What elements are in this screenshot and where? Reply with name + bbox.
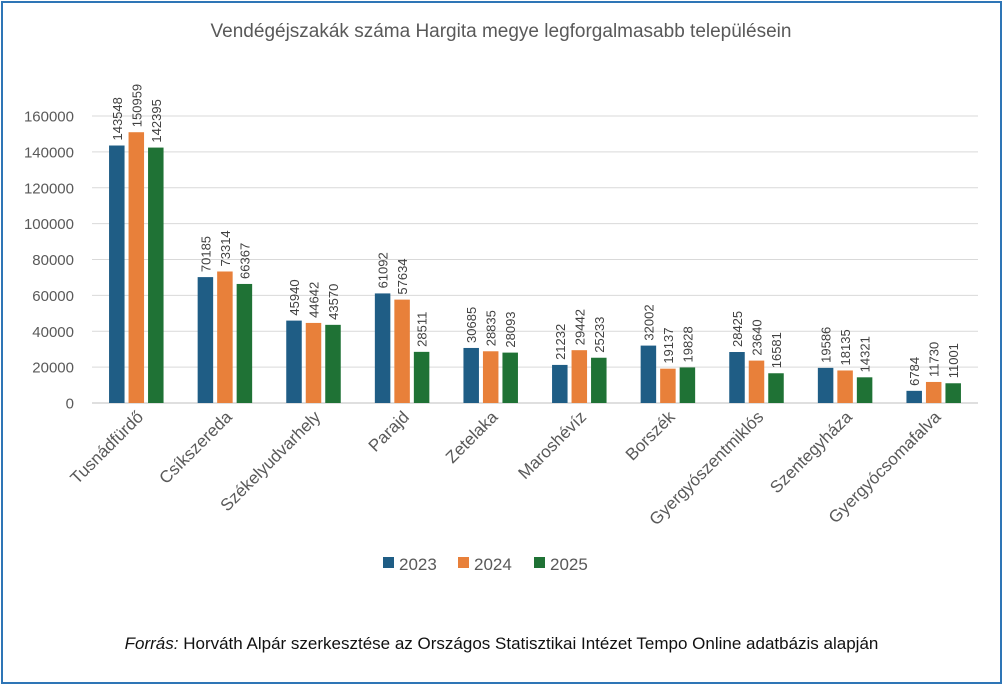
source-prefix: Forrás:: [124, 634, 179, 653]
data-label: 11730: [927, 342, 942, 377]
data-label: 28425: [730, 311, 745, 347]
data-label: 28511: [415, 312, 430, 347]
bar: [729, 352, 745, 403]
data-label: 19586: [819, 327, 834, 363]
y-tick-label: 0: [66, 396, 74, 413]
data-label: 28835: [484, 310, 499, 346]
x-category-label: Borszék: [622, 407, 679, 464]
bar: [640, 345, 657, 403]
data-label: 19828: [680, 326, 695, 362]
bar: [197, 277, 214, 403]
data-label: 143548: [110, 97, 125, 140]
bar: [552, 364, 568, 403]
bar: [945, 383, 961, 403]
y-axis: 0 20000 40000 60000 80000 100000 120000 140000 1…: [24, 109, 74, 413]
data-label: 18135: [838, 329, 853, 365]
bar: [925, 381, 942, 403]
y-tick-label: 120000: [24, 180, 74, 197]
legend-swatch: [458, 557, 469, 568]
bar: [217, 271, 233, 403]
x-category-label: Parajd: [365, 407, 413, 455]
data-label: 6784: [907, 357, 922, 386]
bar: [286, 320, 302, 403]
bar-chart: Vendégéjszakák száma Hargita megye legfo…: [24, 21, 978, 574]
y-tick-label: 60000: [32, 288, 74, 305]
legend-swatch: [534, 557, 545, 568]
bar: [906, 390, 922, 403]
bar: [856, 377, 873, 403]
bar: [591, 357, 607, 403]
data-label: 43570: [326, 284, 341, 320]
x-category-label: Csíkszereda: [155, 407, 236, 488]
x-category-label: Maroshévíz: [515, 407, 591, 483]
y-tick-label: 20000: [32, 360, 74, 377]
y-tick-label: 80000: [32, 252, 74, 269]
data-label: 29442: [572, 309, 587, 345]
data-label: 70185: [198, 236, 213, 272]
data-label: 16581: [769, 332, 784, 368]
y-tick-label: 160000: [24, 109, 74, 126]
bar: [236, 283, 253, 403]
x-category-label: Zetelaka: [442, 407, 502, 467]
data-label: 30685: [464, 307, 479, 343]
source-note: Forrás: Horváth Alpár szerkesztése az Or…: [0, 634, 1003, 654]
data-label: 32002: [641, 304, 656, 340]
bars: 143548 150959 142395 70185 73314 66367 45940 44…: [109, 84, 961, 404]
data-label: 19137: [661, 328, 676, 364]
bar: [482, 351, 499, 403]
data-label: 66367: [237, 243, 252, 279]
y-tick-label: 100000: [24, 216, 74, 233]
chart-title: Vendégéjszakák száma Hargita megye legfo…: [211, 21, 792, 42]
data-label: 28093: [503, 311, 518, 347]
bar: [768, 373, 784, 403]
bar: [817, 367, 834, 403]
legend-label: 2025: [550, 555, 588, 574]
bar: [837, 370, 853, 403]
data-label: 150959: [129, 84, 144, 127]
data-label: 57634: [395, 258, 410, 294]
data-label: 45940: [287, 279, 302, 315]
data-label: 25233: [592, 317, 607, 353]
legend-label: 2023: [399, 555, 437, 574]
y-tick-label: 40000: [32, 324, 74, 341]
bar: [502, 352, 518, 403]
bar: [413, 351, 430, 403]
legend-swatch: [383, 557, 394, 568]
bar: [305, 322, 322, 403]
data-label: 61092: [376, 252, 391, 288]
x-category-label: Szentegyháza: [766, 407, 856, 497]
bar: [748, 360, 765, 403]
bar: [394, 299, 410, 403]
source-text: Horváth Alpár szerkesztése az Országos S…: [178, 634, 879, 653]
data-label: 73314: [218, 230, 233, 266]
bar: [463, 347, 479, 403]
legend: 2023 2024 2025: [383, 555, 588, 574]
data-label: 14321: [858, 336, 873, 372]
legend-label: 2024: [474, 555, 512, 574]
data-label: 23640: [750, 319, 765, 355]
data-label: 21232: [553, 324, 568, 360]
data-label: 142395: [149, 99, 164, 142]
bar: [109, 145, 125, 403]
bar: [128, 132, 145, 404]
bar: [148, 147, 164, 403]
bar: [571, 350, 588, 403]
bar: [325, 324, 341, 403]
bar: [374, 293, 391, 403]
data-label: 44642: [307, 282, 322, 318]
bar: [679, 367, 696, 403]
y-tick-label: 140000: [24, 144, 74, 161]
bar: [660, 368, 676, 403]
x-category-label: Tusnádfürdő: [67, 407, 147, 487]
data-label: 11001: [946, 343, 961, 378]
